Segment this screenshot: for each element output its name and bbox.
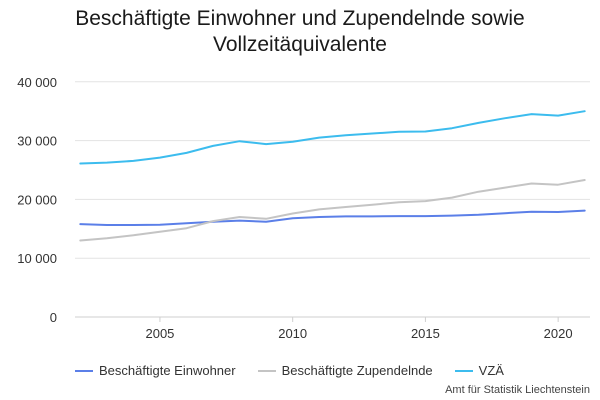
series-line-1 (79, 179, 586, 242)
legend-swatch-vza (454, 369, 473, 372)
x-tick-label: 2005 (145, 326, 174, 341)
legend-swatch-einwohner (75, 369, 93, 372)
legend-label-zupendelnde: Beschäftigte Zupendelnde (281, 363, 433, 378)
series-line-0 (79, 209, 586, 226)
y-tick-label: 40 000 (17, 75, 57, 90)
legend-item-vza[interactable]: VZÄ (454, 363, 504, 378)
y-tick-label: 10 000 (17, 251, 57, 266)
chart-title: Beschäftigte Einwohner und Zupendelnde s… (0, 6, 600, 58)
source-credit: Amt für Statistik Liechtenstein (445, 384, 590, 396)
x-tick-label: 2015 (411, 326, 440, 341)
legend-label-einwohner: Beschäftigte Einwohner (99, 363, 236, 378)
x-tick-label: 2020 (544, 326, 573, 341)
y-tick-label: 20 000 (17, 192, 57, 207)
series-line-2 (79, 110, 586, 165)
x-tick-label: 2010 (278, 326, 307, 341)
legend: Beschäftigte Einwohner Beschäftigte Zupe… (75, 363, 526, 378)
y-tick-label: 0 (50, 310, 57, 325)
legend-item-einwohner[interactable]: Beschäftigte Einwohner (75, 363, 236, 378)
chart-title-line-1: Beschäftigte Einwohner und Zupendelnde s… (75, 7, 525, 30)
y-tick-label: 30 000 (17, 134, 57, 149)
legend-swatch-zupendelnde (257, 369, 276, 372)
legend-item-zupendelnde[interactable]: Beschäftigte Zupendelnde (257, 363, 433, 378)
legend-label-vza: VZÄ (478, 363, 504, 378)
chart-title-line-2: Vollzeitäquivalente (213, 33, 387, 56)
